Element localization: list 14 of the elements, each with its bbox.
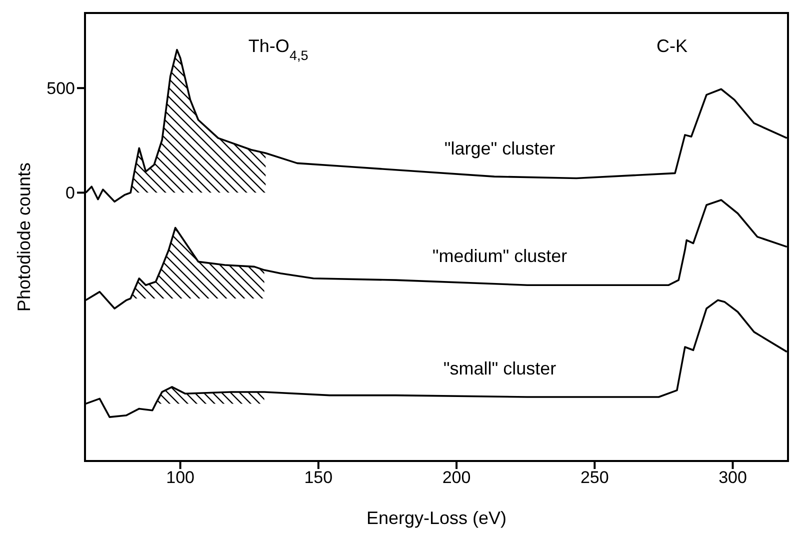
series-label: "medium" cluster [432, 246, 568, 266]
series-label: "large" cluster [444, 138, 556, 159]
x-tick-label: 200 [442, 468, 471, 488]
x-tick-label: 100 [166, 468, 194, 488]
annotation: Th-O$_{4,5}$ [248, 36, 308, 62]
y-axis-title: Photodiode counts [14, 162, 34, 312]
x-tick-label: 300 [718, 468, 747, 488]
x-tick-label: 150 [304, 468, 333, 488]
x-axis-title: Energy-Loss (eV) [366, 508, 507, 528]
y-tick-label: 0 [66, 184, 75, 203]
y-tick-label: 500 [46, 79, 75, 98]
annotation: C-K [656, 36, 688, 56]
series-label: "small" cluster [443, 358, 556, 379]
x-tick-label: 250 [580, 468, 609, 488]
